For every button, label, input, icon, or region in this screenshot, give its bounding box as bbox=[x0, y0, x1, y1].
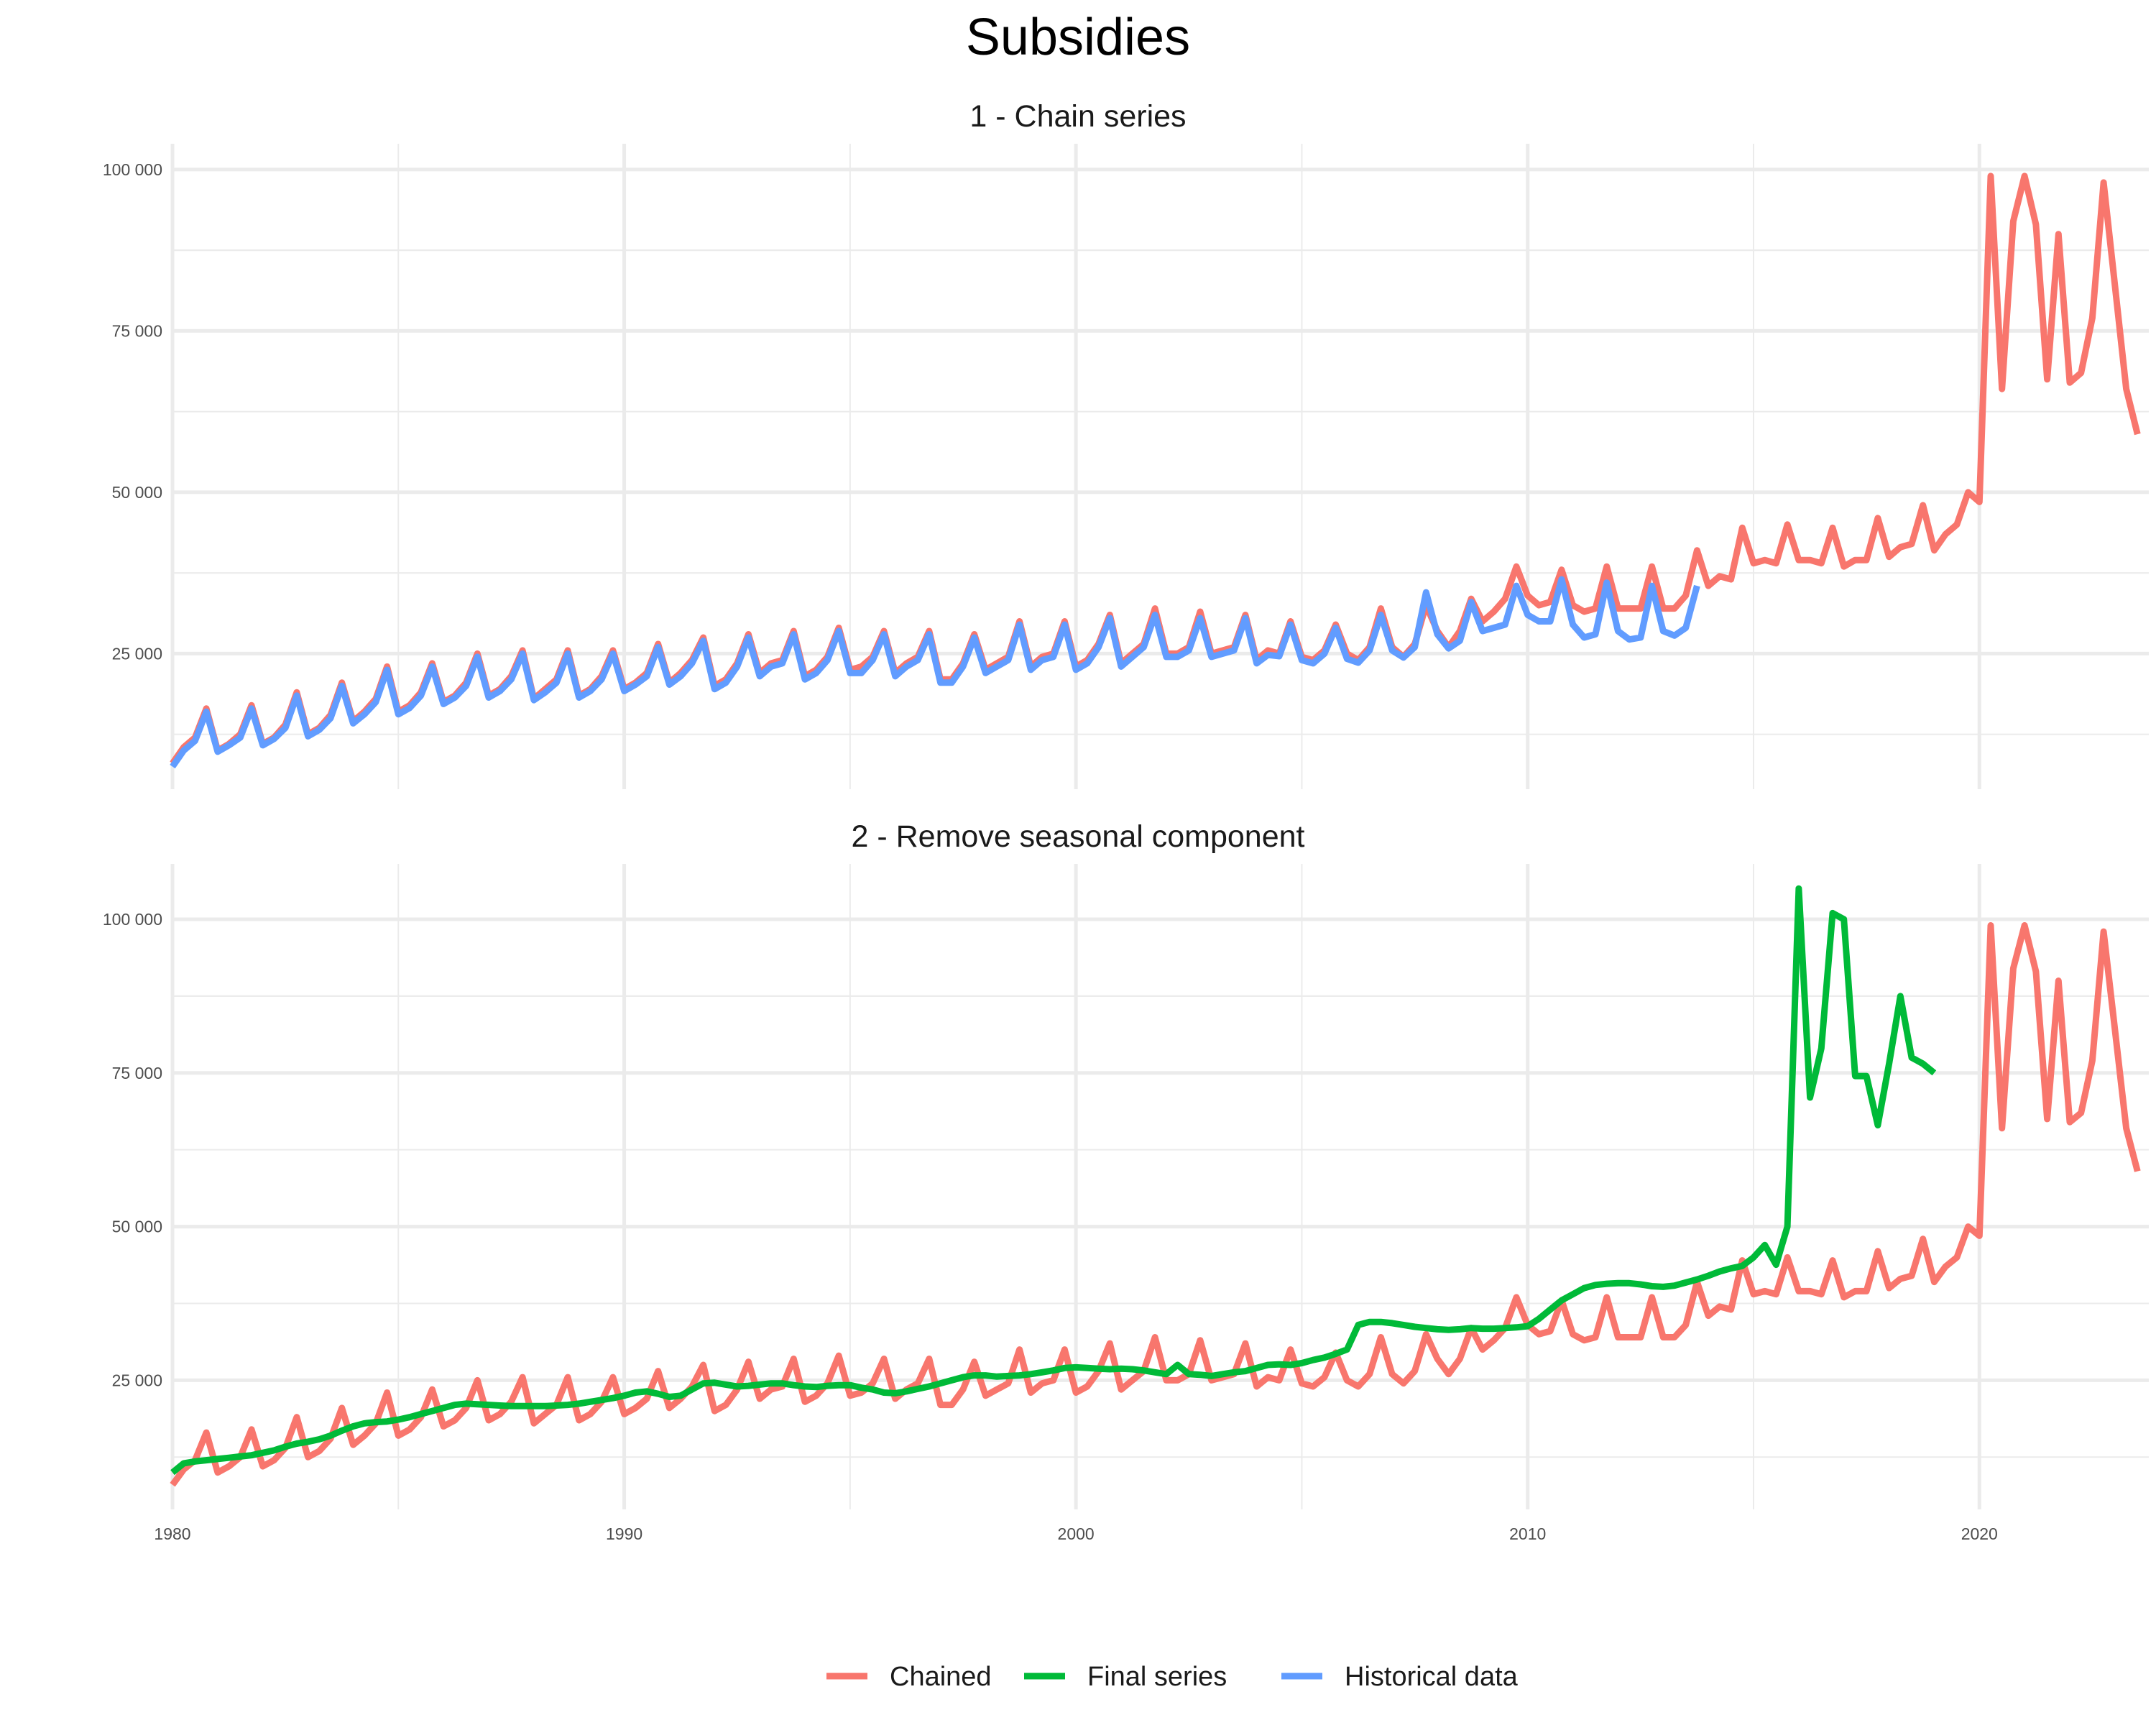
y-tick-label: 100 000 bbox=[103, 160, 162, 179]
x-tick-label: 1990 bbox=[606, 1524, 642, 1543]
legend-label-final-series: Final series bbox=[1087, 1662, 1227, 1692]
y-tick-label: 75 000 bbox=[112, 1064, 162, 1082]
x-tick-label: 2010 bbox=[1509, 1524, 1546, 1543]
y-tick-label: 25 000 bbox=[112, 1371, 162, 1389]
x-tick-label: 2020 bbox=[1961, 1524, 1998, 1543]
legend-label-chained: Chained bbox=[890, 1662, 992, 1692]
legend: Chained Final series Historical data bbox=[826, 1662, 1519, 1692]
x-tick-label: 2000 bbox=[1058, 1524, 1095, 1543]
x-tick-label: 1980 bbox=[154, 1524, 190, 1543]
x-axis-ticks: 1980 1990 2000 2010 2020 bbox=[154, 1524, 1997, 1543]
panel-grid bbox=[170, 144, 2149, 789]
panel-title-remove-seasonal: 2 - Remove seasonal component bbox=[851, 819, 1304, 854]
y-tick-label: 100 000 bbox=[103, 910, 162, 929]
y-axis-ticks: 25 000 50 000 75 000 100 000 bbox=[103, 910, 162, 1389]
chart-title: Subsidies bbox=[966, 9, 1190, 66]
y-tick-label: 25 000 bbox=[112, 644, 162, 663]
panel-remove-seasonal-component: 2 - Remove seasonal component 25 000 50 0… bbox=[103, 819, 2149, 1509]
panel-grid bbox=[170, 864, 2149, 1509]
y-tick-label: 50 000 bbox=[112, 1218, 162, 1236]
panel-chain-series: 1 - Chain series 25 000 50 000 75 000 100 0… bbox=[103, 99, 2149, 789]
series-line-final-series bbox=[170, 885, 1937, 1476]
series-lines bbox=[170, 885, 2141, 1487]
series-line-historical-data bbox=[170, 576, 1700, 769]
panel-title-chain-series: 1 - Chain series bbox=[969, 99, 1186, 134]
series-lines bbox=[170, 172, 2141, 769]
y-tick-label: 75 000 bbox=[112, 321, 162, 340]
y-axis-ticks: 25 000 50 000 75 000 100 000 bbox=[103, 160, 162, 663]
legend-label-historical-data: Historical data bbox=[1345, 1662, 1519, 1692]
series-line-chained bbox=[170, 922, 2141, 1487]
y-tick-label: 50 000 bbox=[112, 483, 162, 502]
